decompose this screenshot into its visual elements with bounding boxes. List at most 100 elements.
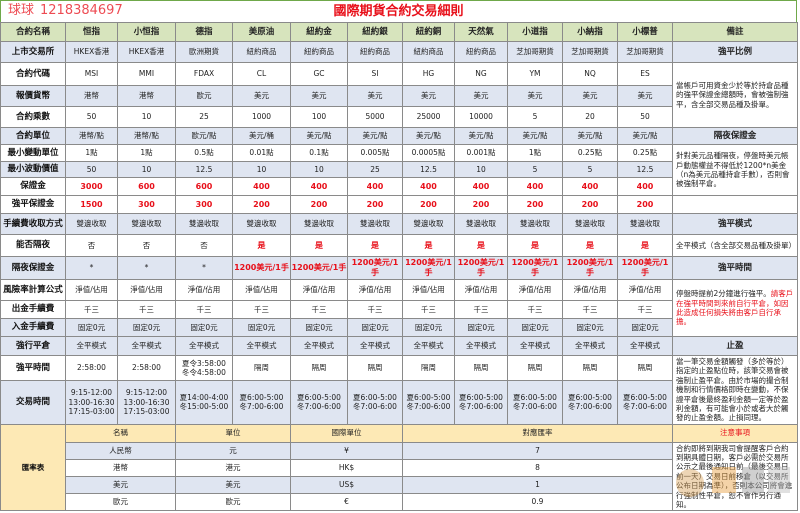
remarks-text: 當一筆交易金額觸發（多於等於）指定的止盈點位時，該筆交易會被強制止盈平倉。由於市… xyxy=(672,355,798,425)
cell-value: 12.5 xyxy=(402,161,455,178)
cell-value: 1200美元/1手 xyxy=(290,256,348,280)
cell-value: 是 xyxy=(232,234,291,257)
cell-value: 5 xyxy=(562,161,618,178)
currency-rate: 7 xyxy=(402,441,673,460)
cell-value: 1點 xyxy=(65,144,118,162)
cell-value: 全平模式 xyxy=(617,336,673,356)
cell-value: 12.5 xyxy=(175,161,233,178)
cell-value: 12.5 xyxy=(617,161,673,178)
cell-value: 100 xyxy=(290,106,348,128)
currency-rate: 0.9 xyxy=(402,493,673,512)
cell-value: 400 xyxy=(347,177,403,196)
cell-value: 雙邊收取 xyxy=(617,213,673,235)
cell-value: 美元/點 xyxy=(617,127,673,145)
currency-row: 美元 美元 US$ 1 xyxy=(1,475,798,495)
table-row: 強平保證金 1500 300 300 200 200 200 200 200 200 200 200 xyxy=(0,195,798,214)
cell-value: 1200美元/1手 xyxy=(507,256,563,280)
remarks-text: 全平模式（含全部交易品種及掛單） xyxy=(672,234,798,257)
cell-value: 淨值/佔用 xyxy=(347,279,403,301)
cell-value: 美元 xyxy=(232,85,291,107)
row-label: 強平保證金 xyxy=(0,195,66,214)
cell-value: 1500 xyxy=(65,195,118,214)
cell-value: 歐元/點 xyxy=(175,127,233,145)
cell-value: 是 xyxy=(507,234,563,257)
cell-value: 雙邊收取 xyxy=(347,213,403,235)
liquidation-time-warning: 請客戶在強平時間到來前自行平倉，如因此造成任何損失將由客戶自行承擔。 xyxy=(676,289,794,327)
cell-value: 夏6:00-5:00 冬7:00-6:00 xyxy=(617,379,673,425)
table-row: 最小變動單位 1點 1點 0.5點 0.01點 0.1點 0.005點 0.0005點 0.00… xyxy=(0,144,798,196)
currency-row: 人民幣元 ¥7 合約即將到期我司會提醒客戶合約到期具體日期，客戶必需於交易所公示之最… xyxy=(1,441,798,512)
cell-value: 雙邊收取 xyxy=(507,213,563,235)
cell-value: 是 xyxy=(617,234,673,257)
cell-value: 否 xyxy=(175,234,233,257)
cell-value: 1點 xyxy=(117,144,176,162)
currency-column-header: 單位 xyxy=(175,423,291,443)
row-label: 入金手續費 xyxy=(0,318,66,337)
cell-value: 淨值/佔用 xyxy=(290,279,348,301)
remarks-header: 備註 xyxy=(672,22,798,42)
cell-value: 隔周 xyxy=(507,355,563,381)
cell-value: 10 xyxy=(290,161,348,178)
cell-value: 全平模式 xyxy=(347,336,403,356)
cell-value: 淨值/佔用 xyxy=(454,279,508,301)
cell-value: 美元 xyxy=(617,85,673,107)
cell-value: 全平模式 xyxy=(65,336,118,356)
currency-unit: 歐元 xyxy=(175,493,291,512)
cell-value: 美元/點 xyxy=(562,127,618,145)
cell-value: 0.005點 xyxy=(347,144,403,162)
cell-value: 600 xyxy=(175,177,233,196)
currency-rate: 1 xyxy=(402,475,673,495)
cell-value: 雙邊收取 xyxy=(402,213,455,235)
cell-value: 夏6:00-5:00 冬7:00-6:00 xyxy=(402,379,455,425)
cell-value: 淨值/佔用 xyxy=(562,279,618,301)
cell-value: 是 xyxy=(562,234,618,257)
cell-value: 200 xyxy=(617,195,673,214)
remarks-section-title: 強平比例 xyxy=(672,41,798,63)
table-row: 最小波動價值 50 10 12.5 10 10 25 12.5 10 5 5 12.5 xyxy=(0,161,798,178)
cell-value: 固定0元 xyxy=(454,318,508,337)
cell-value: 紐約商品 xyxy=(402,41,455,63)
currency-intl: HK$ xyxy=(290,458,403,477)
cell-value: 25 xyxy=(175,106,233,128)
cell-value: 300 xyxy=(117,195,176,214)
cell-value: SI xyxy=(347,62,403,86)
cell-value: 千三 xyxy=(290,300,348,319)
cell-value: 否 xyxy=(65,234,118,257)
cell-value: 固定0元 xyxy=(65,318,118,337)
cell-value: HKEX香港 xyxy=(117,41,176,63)
cell-value: 全平模式 xyxy=(562,336,618,356)
cell-value: 紐約商品 xyxy=(290,41,348,63)
cell-value: 1200美元/1手 xyxy=(562,256,618,280)
cell-value: 1200美元/1手 xyxy=(617,256,673,280)
remarks-text: 當帳戶可用資金少於等於持倉品種的強平保證金總額時，會被強制強平，含全部交易品種及… xyxy=(672,62,798,128)
row-label: 合約乘數 xyxy=(0,106,66,128)
cell-value: 50 xyxy=(617,106,673,128)
currency-row: 歐元 歐元 €0.9 xyxy=(1,493,798,512)
currency-name: 美元 xyxy=(65,475,176,495)
cell-value: 10 xyxy=(117,161,176,178)
cell-value: 0.01點 xyxy=(232,144,291,162)
currency-column-header: 國際單位 xyxy=(290,423,403,443)
cell-value: 芝加哥期貨 xyxy=(617,41,673,63)
cell-value: 10 xyxy=(232,161,291,178)
cell-value: 美元/點 xyxy=(290,127,348,145)
cell-value: 200 xyxy=(232,195,291,214)
cell-value: 美元/桶 xyxy=(232,127,291,145)
cell-value: * xyxy=(65,256,118,280)
cell-value: 隔周 xyxy=(290,355,348,381)
table-row: 合約單位 港幣/點 港幣/點 歐元/點 美元/桶 美元/點 美元/點 美元/點 美元/點 美元/點… xyxy=(0,127,798,145)
cell-value: 夏6:00-5:00 冬7:00-6:00 xyxy=(232,379,291,425)
column-header: 紐約銀 xyxy=(347,22,403,42)
cell-value: GC xyxy=(290,62,348,86)
cell-value: 芝加哥期貨 xyxy=(507,41,563,63)
cell-value: 1點 xyxy=(507,144,563,162)
cell-value: 是 xyxy=(402,234,455,257)
currency-unit: 美元 xyxy=(175,475,291,495)
cell-value: 隔周 xyxy=(454,355,508,381)
column-header: 紐約銅 xyxy=(402,22,455,42)
cell-value: 400 xyxy=(290,177,348,196)
cell-value: 1200美元/1手 xyxy=(454,256,508,280)
cell-value: 淨值/佔用 xyxy=(617,279,673,301)
column-header: 天然氣 xyxy=(454,22,508,42)
cell-value: 全平模式 xyxy=(232,336,291,356)
